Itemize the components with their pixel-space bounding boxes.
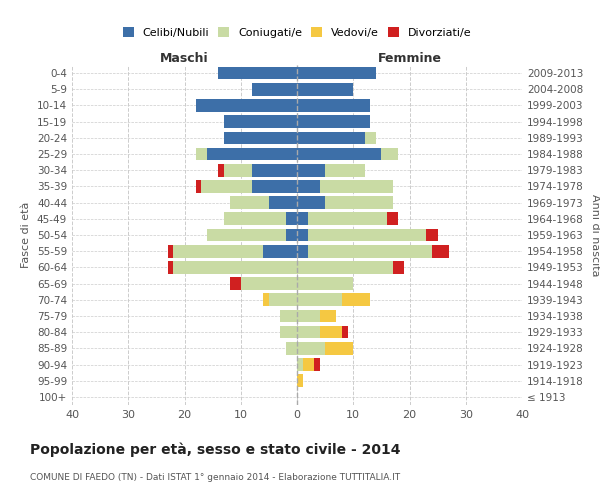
- Bar: [297, 180, 320, 192]
- Bar: [382, 148, 398, 160]
- Bar: [297, 212, 308, 225]
- Bar: [286, 228, 297, 241]
- Bar: [224, 132, 297, 144]
- Bar: [308, 212, 387, 225]
- Bar: [297, 326, 320, 338]
- Bar: [269, 294, 297, 306]
- Bar: [297, 148, 382, 160]
- Bar: [224, 164, 252, 176]
- Bar: [297, 228, 308, 241]
- Bar: [263, 294, 269, 306]
- Bar: [173, 261, 297, 274]
- Bar: [325, 196, 392, 209]
- Bar: [218, 164, 224, 176]
- Y-axis label: Fasce di età: Fasce di età: [22, 202, 31, 268]
- Bar: [173, 245, 263, 258]
- Bar: [229, 196, 269, 209]
- Bar: [432, 245, 449, 258]
- Bar: [297, 245, 308, 258]
- Bar: [207, 228, 286, 241]
- Bar: [392, 261, 404, 274]
- Bar: [269, 196, 297, 209]
- Bar: [297, 83, 353, 96]
- Bar: [167, 261, 173, 274]
- Bar: [224, 116, 297, 128]
- Bar: [252, 164, 297, 176]
- Bar: [320, 310, 337, 322]
- Bar: [263, 245, 297, 258]
- Text: Femmine: Femmine: [377, 52, 442, 65]
- Bar: [286, 212, 297, 225]
- Bar: [297, 261, 392, 274]
- Text: COMUNE DI FAEDO (TN) - Dati ISTAT 1° gennaio 2014 - Elaborazione TUTTITALIA.IT: COMUNE DI FAEDO (TN) - Dati ISTAT 1° gen…: [30, 472, 400, 482]
- Bar: [320, 326, 342, 338]
- Bar: [252, 83, 297, 96]
- Legend: Celibi/Nubili, Coniugati/e, Vedovi/e, Divorziati/e: Celibi/Nubili, Coniugati/e, Vedovi/e, Di…: [118, 23, 476, 42]
- Bar: [325, 164, 365, 176]
- Bar: [207, 148, 297, 160]
- Bar: [218, 67, 297, 80]
- Text: Maschi: Maschi: [160, 52, 209, 65]
- Bar: [342, 326, 347, 338]
- Bar: [224, 212, 286, 225]
- Bar: [196, 180, 202, 192]
- Bar: [252, 180, 297, 192]
- Bar: [297, 358, 302, 371]
- Bar: [286, 342, 297, 354]
- Bar: [297, 116, 370, 128]
- Bar: [297, 67, 376, 80]
- Y-axis label: Anni di nascita: Anni di nascita: [590, 194, 600, 276]
- Bar: [297, 278, 353, 290]
- Bar: [387, 212, 398, 225]
- Bar: [229, 278, 241, 290]
- Bar: [297, 164, 325, 176]
- Bar: [342, 294, 370, 306]
- Bar: [297, 342, 325, 354]
- Bar: [297, 196, 325, 209]
- Bar: [241, 278, 297, 290]
- Bar: [297, 294, 342, 306]
- Bar: [308, 245, 432, 258]
- Bar: [202, 180, 252, 192]
- Bar: [297, 99, 370, 112]
- Bar: [308, 228, 427, 241]
- Bar: [280, 310, 297, 322]
- Bar: [297, 374, 302, 387]
- Bar: [314, 358, 320, 371]
- Bar: [302, 358, 314, 371]
- Text: Popolazione per età, sesso e stato civile - 2014: Popolazione per età, sesso e stato civil…: [30, 442, 401, 457]
- Bar: [297, 310, 320, 322]
- Bar: [196, 99, 297, 112]
- Bar: [320, 180, 392, 192]
- Bar: [325, 342, 353, 354]
- Bar: [427, 228, 437, 241]
- Bar: [365, 132, 376, 144]
- Bar: [297, 132, 365, 144]
- Bar: [167, 245, 173, 258]
- Bar: [196, 148, 207, 160]
- Bar: [280, 326, 297, 338]
